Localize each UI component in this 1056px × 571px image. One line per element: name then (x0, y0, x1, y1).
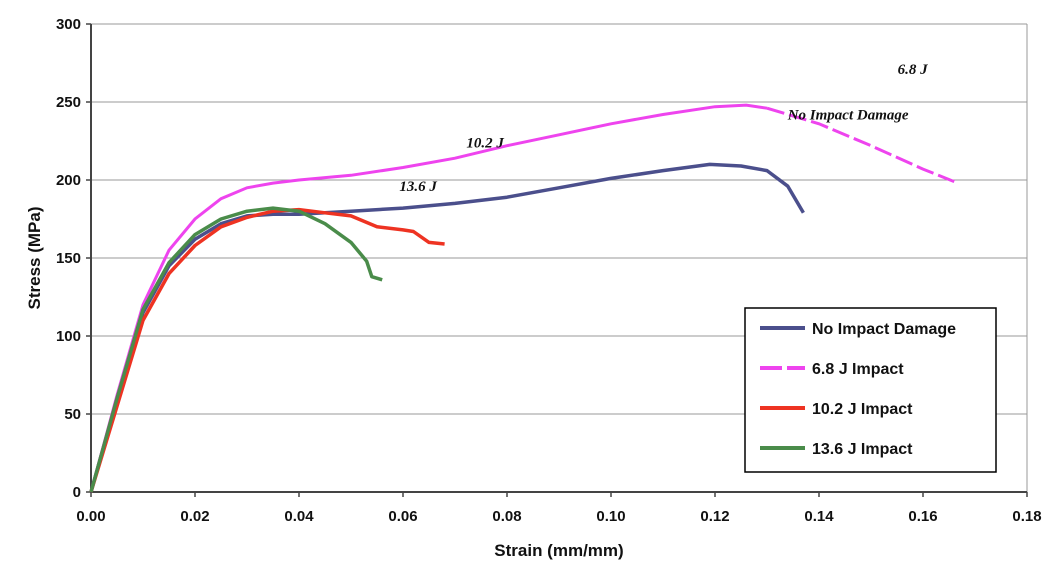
x-axis-label: Strain (mm/mm) (494, 541, 623, 560)
x-tick-label: 0.00 (76, 508, 105, 525)
series-line-10-2-j-impact (89, 207, 445, 493)
y-tick-label: 0 (73, 484, 81, 501)
y-tick-label: 100 (56, 328, 81, 345)
series-line-6-8-j-impact-dashed (766, 106, 955, 183)
y-tick-label: 200 (56, 172, 81, 189)
x-tick-label: 0.08 (492, 508, 521, 525)
x-tick-label: 0.02 (180, 508, 209, 525)
annotation-label: 6.8 J (898, 62, 929, 78)
series-line-6-8-j-impact (89, 103, 768, 493)
series-line-no-impact-damage (89, 162, 805, 493)
x-tick-label: 0.16 (908, 508, 937, 525)
axes (86, 23, 1028, 497)
y-axis-label: Stress (MPa) (25, 207, 44, 310)
annotations: 6.8 J No Impact Damage 10.2 J 13.6 J (399, 62, 928, 195)
series-lines (89, 103, 955, 493)
y-tick-label: 150 (56, 250, 81, 267)
tick-labels: 0 50 100 150 200 250 300 0.00 0.02 0.04 0.06 0.08 0.… (56, 16, 1042, 525)
annotation-label: 10.2 J (466, 136, 504, 152)
annotation-label: No Impact Damage (787, 107, 909, 123)
x-tick-label: 0.04 (284, 508, 314, 525)
y-tick-label: 300 (56, 16, 81, 33)
legend-label-no-impact-damage: No Impact Damage (812, 321, 956, 338)
x-tick-label: 0.10 (596, 508, 625, 525)
legend-label-10-2-j-impact: 10.2 J Impact (812, 401, 913, 418)
series-line-13-6-j-impact (89, 206, 383, 493)
annotation-label: 13.6 J (399, 179, 437, 195)
legend-box (744, 307, 997, 473)
x-tick-label: 0.12 (700, 508, 729, 525)
legend: No Impact Damage 6.8 J Impact 10.2 J Impac… (744, 307, 997, 473)
x-tick-label: 0.14 (804, 508, 834, 525)
legend-label-6-8-j-impact: 6.8 J Impact (812, 361, 904, 378)
y-tick-label: 250 (56, 94, 81, 111)
x-tick-label: 0.06 (388, 508, 417, 525)
legend-label-13-6-j-impact: 13.6 J Impact (812, 441, 913, 458)
x-tick-label: 0.18 (1012, 508, 1041, 525)
y-tick-label: 50 (64, 406, 81, 423)
